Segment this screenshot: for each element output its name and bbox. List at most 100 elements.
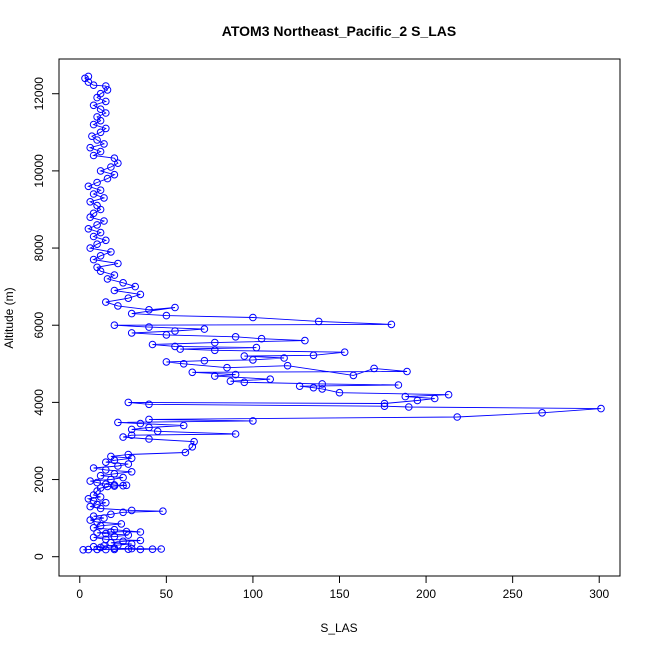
x-axis-label: S_LAS xyxy=(320,621,357,635)
data-point xyxy=(223,363,231,372)
data-point xyxy=(127,431,136,440)
data-point xyxy=(89,524,98,532)
data-point xyxy=(249,313,257,322)
data-point xyxy=(96,484,105,492)
data-point xyxy=(93,178,101,187)
data-point xyxy=(102,480,110,489)
data-point xyxy=(96,471,105,480)
data-point xyxy=(102,124,110,133)
x-tick-label: 300 xyxy=(589,587,609,601)
data-point xyxy=(403,367,411,376)
data-point xyxy=(145,415,153,424)
data-point xyxy=(93,478,101,487)
data-point xyxy=(318,380,327,388)
data-point xyxy=(93,529,101,537)
data-point xyxy=(136,536,145,545)
data-point xyxy=(370,364,378,373)
data-point xyxy=(394,381,403,389)
data-point xyxy=(453,413,462,421)
x-axis: 0 50 100 150 200 250 300 xyxy=(76,575,610,601)
data-point xyxy=(96,228,105,237)
data-point xyxy=(96,186,105,194)
data-point xyxy=(96,147,105,156)
data-point xyxy=(119,279,127,287)
data-point xyxy=(136,528,145,536)
y-tick-label: 8000 xyxy=(32,234,46,261)
data-point xyxy=(318,385,327,393)
data-point xyxy=(181,448,190,457)
y-tick-label: 2000 xyxy=(32,466,46,493)
data-point xyxy=(102,458,110,467)
data-point xyxy=(200,325,209,333)
data-point xyxy=(124,398,133,407)
data-point xyxy=(89,101,98,110)
data-point xyxy=(119,508,127,517)
data-point xyxy=(127,468,136,476)
data-point xyxy=(145,423,153,432)
data-point xyxy=(127,506,136,515)
x-tick-label: 150 xyxy=(329,587,349,601)
data-point xyxy=(430,394,439,403)
data-point xyxy=(79,546,87,554)
data-point xyxy=(102,109,110,117)
data-point xyxy=(148,545,157,554)
data-point xyxy=(107,539,115,547)
data-point xyxy=(136,545,145,554)
data-point xyxy=(211,346,219,355)
data-point xyxy=(107,452,115,461)
data-point xyxy=(401,392,410,401)
data-point xyxy=(190,437,198,446)
data-point xyxy=(136,419,145,428)
x-tick-label: 200 xyxy=(416,587,436,601)
data-point xyxy=(110,321,119,330)
data-point xyxy=(231,430,240,438)
data-point xyxy=(301,336,309,345)
data-point xyxy=(110,481,119,489)
data-point xyxy=(114,159,122,167)
data-point xyxy=(89,512,98,521)
data-point xyxy=(136,290,145,299)
data-point xyxy=(127,544,136,553)
data-point xyxy=(124,460,133,468)
data-point xyxy=(93,201,101,210)
data-point xyxy=(162,311,171,320)
data-point xyxy=(86,143,94,152)
data-point xyxy=(283,361,292,370)
data-point xyxy=(93,518,101,526)
data-point xyxy=(171,327,179,335)
data-point xyxy=(127,425,136,434)
data-point xyxy=(240,378,249,387)
data-point xyxy=(89,190,98,198)
data-point xyxy=(295,382,304,391)
data-point xyxy=(127,309,136,318)
data-point xyxy=(86,198,94,206)
data-point xyxy=(89,120,98,129)
data-point xyxy=(89,209,98,218)
data-point xyxy=(380,402,389,411)
data-point xyxy=(114,259,122,268)
data-point xyxy=(93,136,101,144)
data-point xyxy=(89,232,98,241)
data-point xyxy=(110,271,119,279)
data-point xyxy=(159,507,167,516)
data-point xyxy=(538,409,546,417)
y-tick-label: 6000 xyxy=(32,312,46,339)
data-point xyxy=(89,151,98,160)
data-point xyxy=(89,542,98,551)
data-point xyxy=(100,217,108,225)
data-point xyxy=(88,132,96,140)
data-point xyxy=(93,240,101,248)
data-point xyxy=(340,348,349,357)
data-point xyxy=(122,527,131,536)
data-point xyxy=(145,400,153,409)
data-point xyxy=(93,221,101,229)
data-point xyxy=(102,535,110,544)
data-point xyxy=(89,464,98,472)
data-point xyxy=(162,331,171,339)
data-point xyxy=(249,356,257,364)
data-point xyxy=(110,170,119,179)
data-point xyxy=(413,396,422,405)
data-point xyxy=(84,495,93,503)
data-point xyxy=(107,510,115,519)
data-point xyxy=(102,82,110,90)
